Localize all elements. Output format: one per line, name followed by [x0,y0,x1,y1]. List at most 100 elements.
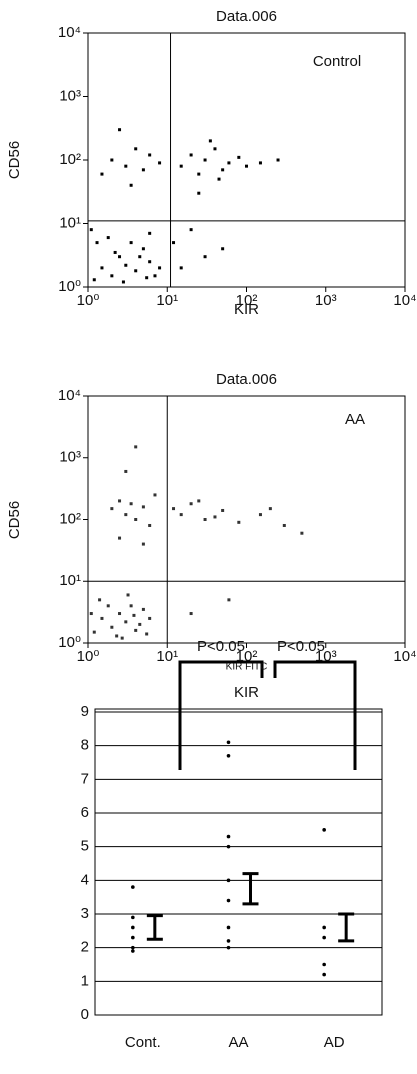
y-tick-label: 9 [81,703,89,720]
chart-title: Data.006 [216,8,277,25]
data-point [322,828,326,832]
y-tick-label: 10⁴ [58,24,81,41]
data-point [120,636,124,640]
annotation: AA [345,411,365,428]
x-tick-label: 10³ [315,292,337,309]
data-point [153,493,157,497]
y-tick-label: 7 [81,770,89,787]
data-point [203,158,207,162]
data-point [106,604,110,608]
data-point [148,616,152,620]
data-point [141,542,145,546]
data-point [138,255,142,259]
data-point [148,523,152,527]
data-point [148,153,152,157]
data-point [227,161,231,165]
y-tick-label: 10¹ [59,214,81,231]
data-point [189,502,193,506]
data-point [134,147,138,151]
x-tick-label: 10³ [315,648,337,665]
data-point [92,278,96,282]
error-bar [338,912,355,943]
data-point [129,241,133,245]
data-point [203,518,207,521]
y-tick-label: 10⁰ [58,278,81,295]
data-point [124,469,128,473]
data-point [226,844,231,849]
y-tick-label: 3 [81,905,89,922]
data-point [197,191,201,195]
data-point [145,276,149,280]
data-point [129,604,133,608]
data-point [221,247,225,251]
data-point [89,612,93,616]
data-point [226,925,231,930]
data-point [226,878,231,883]
y-axis-label: CD56 [6,501,23,539]
x-axis-label: KIR FITC [226,662,268,673]
y-tick-label: 4 [81,871,89,888]
y-tick-label: 10² [59,151,81,168]
data-point [221,168,225,172]
data-point [129,183,133,187]
data-point [179,266,183,270]
data-point [100,616,104,620]
data-point [213,515,217,519]
data-point [189,153,193,157]
data-point [138,622,142,626]
data-point [172,241,176,245]
data-point [226,753,231,758]
x-tick-label: 10⁴ [393,292,416,309]
x-axis-label: KIR [234,301,259,318]
x-tick-label: 10⁴ [393,648,416,665]
data-point [131,925,135,930]
data-point [258,161,262,165]
data-point [179,164,183,168]
data-point [282,523,286,527]
data-point [141,168,145,172]
data-point [148,231,152,235]
data-point [208,139,212,143]
data-point [110,158,114,162]
data-point [227,598,231,602]
data-point [124,263,128,267]
data-point [237,520,241,524]
data-point [179,513,183,517]
data-point [276,158,280,162]
plot-frame [87,32,406,288]
data-point [118,612,122,616]
x-tick-label: 10⁰ [77,648,100,665]
x-tick-label: 10⁰ [77,292,100,309]
y-axis-label: CD56 [6,141,23,179]
data-point [134,445,138,449]
data-point [203,255,207,259]
y-tick-label: 10⁴ [58,387,81,404]
data-point [118,536,122,540]
data-point [92,630,96,634]
data-point [100,266,104,270]
data-point [131,935,135,940]
data-point [131,885,135,889]
data-point [141,505,145,509]
annotation: Control [313,53,361,70]
x-tick-label: AA [228,1034,248,1051]
y-tick-label: 10¹ [59,572,81,589]
error-bar [242,872,259,906]
data-point [134,269,138,273]
data-point [197,499,201,503]
y-tick-label: 10² [59,510,81,527]
data-point [131,945,135,950]
data-point [148,260,152,264]
data-point [145,632,149,636]
data-point [110,507,114,511]
data-point [189,228,193,232]
y-tick-label: 6 [81,804,89,821]
data-point [124,164,128,168]
x-tick-label: 10² [236,292,258,309]
data-point [118,128,122,132]
data-point [110,274,114,278]
data-point [113,250,117,254]
data-point [221,508,225,512]
data-point [118,499,122,503]
